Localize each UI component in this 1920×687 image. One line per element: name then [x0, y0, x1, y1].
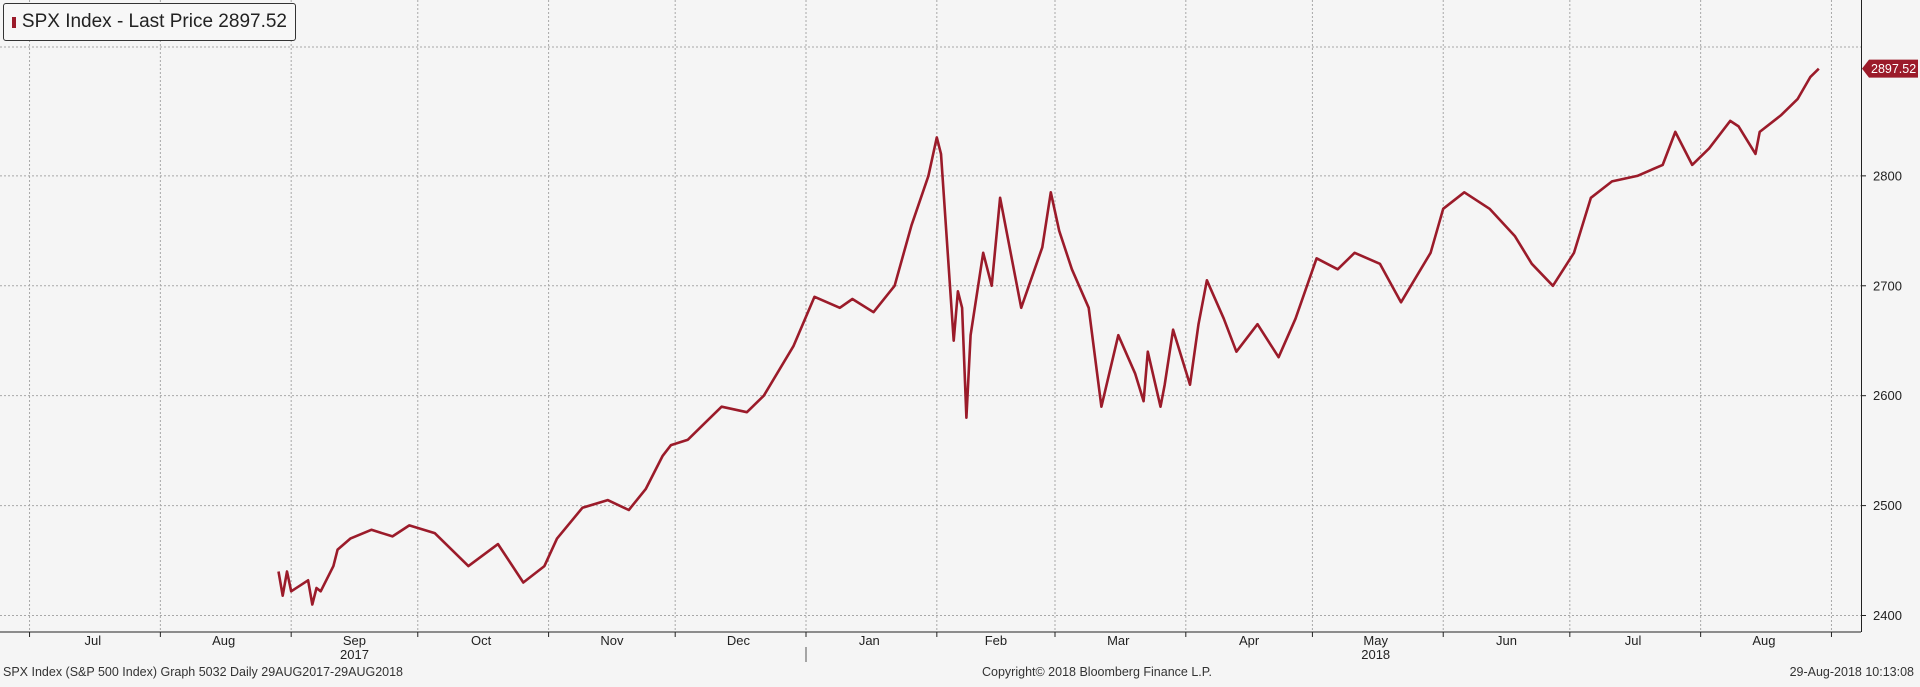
- x-tick-label: Oct: [471, 633, 492, 648]
- plot-area: [0, 0, 1861, 632]
- legend: SPX Index - Last Price 2897.52: [3, 3, 296, 41]
- x-tick-label: Jul: [1625, 633, 1642, 648]
- footer-copyright: Copyright© 2018 Bloomberg Finance L.P.: [982, 665, 1212, 679]
- price-line: [277, 67, 1820, 606]
- x-tick-label: Jun: [1496, 633, 1517, 648]
- x-tick-label: Jul: [85, 633, 102, 648]
- last-price-label: 2897.52: [1871, 62, 1916, 76]
- axis-layer: Jul Aug Sep Oct Nov Dec Jan Feb Mar Apr May Jun Jul A…: [0, 0, 1902, 662]
- footer-timestamp: 29-Aug-2018 10:13:08: [1789, 665, 1914, 679]
- last-price-badge: [1862, 59, 1918, 78]
- x-tick-label: Aug: [1752, 633, 1775, 648]
- footer-source: SPX Index (S&P 500 Index) Graph 5032 Dai…: [3, 665, 404, 679]
- legend-swatch: [12, 16, 16, 28]
- x-tick-label: Nov: [600, 633, 624, 648]
- x-tick-label: Jan: [859, 633, 880, 648]
- x-tick-label: Feb: [985, 633, 1007, 648]
- x-tick-label: Aug: [212, 633, 235, 648]
- x-tick-label: Mar: [1107, 633, 1130, 648]
- legend-label: SPX Index - Last Price 2897.52: [21, 11, 287, 32]
- x-tick-label: Dec: [727, 633, 751, 648]
- y-tick-label: 2600: [1873, 388, 1902, 403]
- series-layer: 2897.52: [277, 59, 1918, 606]
- y-tick-label: 2700: [1873, 278, 1902, 293]
- y-tick-label: 2800: [1873, 168, 1902, 183]
- y-tick-label: 2500: [1873, 498, 1902, 513]
- x-year-label: 2018: [1361, 647, 1390, 662]
- footer: SPX Index (S&P 500 Index) Graph 5032 Dai…: [0, 662, 1920, 682]
- x-tick-label: May: [1363, 633, 1388, 648]
- x-tick-label: Apr: [1239, 633, 1260, 648]
- x-tick-label: Sep: [343, 633, 366, 648]
- y-tick-label: 2400: [1873, 608, 1902, 623]
- x-year-label: 2017: [340, 647, 369, 662]
